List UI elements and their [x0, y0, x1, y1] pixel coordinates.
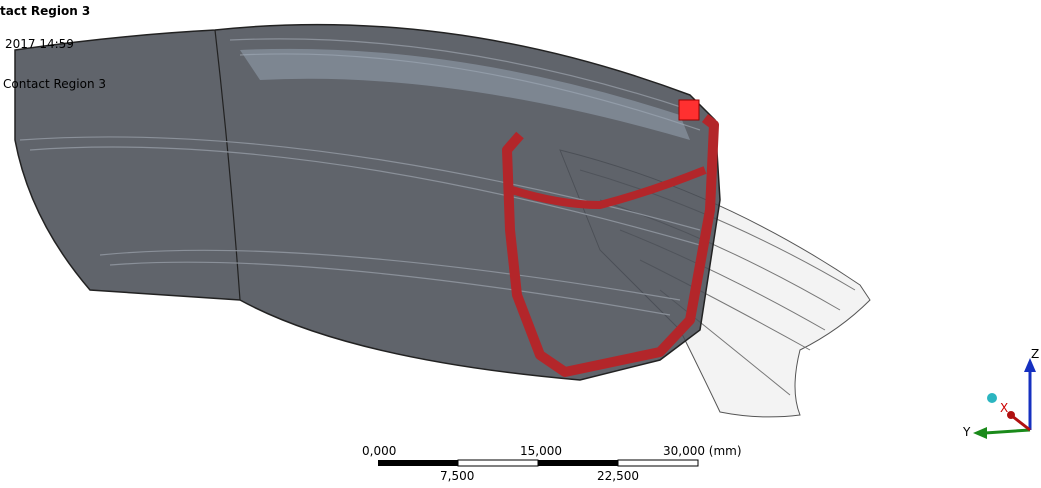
iso-ball [987, 393, 997, 403]
scale-label: 15,000 [520, 444, 562, 458]
scale-segment [538, 460, 618, 466]
scale-bar: 0,000 15,000 30,000 (mm) 7,500 22,500 [362, 444, 742, 483]
probe-marker [678, 99, 700, 121]
scale-label: 22,500 [597, 469, 639, 483]
triad: Z X Y [962, 347, 1039, 439]
rim-lines [19, 38, 701, 316]
x-arrow [1007, 411, 1015, 419]
y-label: Y [962, 425, 971, 439]
timestamp: 2017 14:59 [5, 37, 74, 51]
scale-label: 7,500 [440, 469, 474, 483]
section-bridge [510, 166, 707, 210]
x-label: X [1000, 401, 1008, 415]
legend-label: Contact Region 3 [3, 77, 106, 91]
scale-label: 0,000 [362, 444, 396, 458]
rim-edge [214, 29, 241, 301]
z-arrow [1024, 358, 1036, 372]
scale-segment [617, 459, 699, 467]
y-arrow [973, 427, 987, 439]
x-axis [1011, 414, 1031, 432]
model [14, 23, 871, 418]
scale-segment [457, 459, 539, 467]
title: tact Region 3 [0, 4, 90, 18]
tire-edges [579, 169, 856, 396]
scale-label: 30,000 (mm) [663, 444, 742, 458]
scale-segment [378, 460, 458, 466]
y-axis [984, 428, 1031, 435]
rim-highlight [240, 48, 690, 140]
z-label: Z [1031, 347, 1039, 361]
section [502, 114, 719, 377]
